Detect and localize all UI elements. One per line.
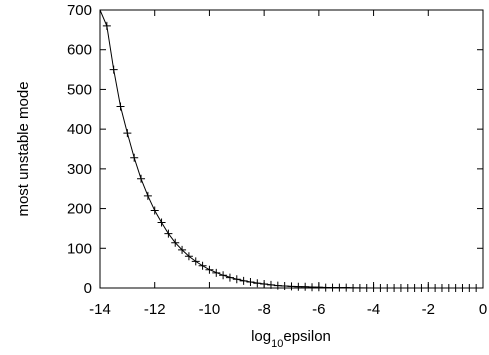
data-point-marker [232,275,241,284]
data-point-marker [246,278,255,287]
x-tick-label: -12 [144,301,166,318]
data-point-marker [362,284,371,292]
data-point-marker [109,65,118,74]
series-markers [102,21,481,292]
data-point-marker [335,283,344,292]
data-point-marker [472,284,481,292]
data-point-marker [157,218,166,227]
data-point-marker [444,284,453,292]
x-tick-label: -6 [312,301,325,318]
y-tick-label: 700 [67,2,92,19]
data-point-marker [437,284,446,292]
x-tick-label: -2 [422,301,435,318]
y-tick-label: 300 [67,161,92,178]
data-point-marker [349,284,358,292]
axis-ticks [99,9,484,289]
data-point-marker [465,284,474,292]
y-tick-label: 500 [67,81,92,98]
data-point-marker [431,284,440,292]
data-point-marker [150,206,159,215]
data-point-marker [321,283,330,292]
data-point-marker [355,284,364,292]
y-tick-label: 400 [67,121,92,138]
data-point-marker [280,282,289,291]
data-point-marker [383,284,392,292]
data-point-marker [123,129,132,138]
data-point-marker [191,257,200,266]
data-point-marker [219,271,228,280]
x-tick-label: -14 [89,301,111,318]
x-axis-title: log10epsilon [251,328,331,350]
data-point-marker [260,280,269,289]
data-point-marker [137,174,146,183]
y-axis-title: most unstable mode [15,81,32,216]
data-point-marker [328,283,337,292]
data-point-marker [102,21,111,30]
data-point-marker [184,252,193,261]
data-point-marker [205,265,214,274]
data-point-marker [396,284,405,292]
x-tick-label: 0 [479,301,487,318]
data-point-marker [239,276,248,285]
data-point-marker [376,284,385,292]
data-point-marker [417,284,426,292]
axis-tick-labels: -14 -12 -10 -8 -6 -4 -2 0 0 100 200 300 400 500 600 700 [67,2,487,318]
data-point-marker [198,261,207,270]
data-point-marker [116,102,125,111]
data-point-marker [266,280,275,289]
y-tick-label: 100 [67,240,92,257]
data-point-marker [301,282,310,291]
y-tick-label: 200 [67,201,92,218]
data-point-marker [143,191,152,200]
data-point-marker [225,273,234,282]
data-point-marker [403,284,412,292]
data-point-marker [253,279,262,288]
plot-frame [99,9,484,289]
y-tick-label: 600 [67,42,92,59]
x-tick-label: -4 [367,301,380,318]
data-point-marker [342,283,351,292]
data-point-marker [171,238,180,247]
x-tick-label: -8 [257,301,270,318]
x-tick-label: -10 [199,301,221,318]
data-point-marker [390,284,399,292]
data-point-marker [273,281,282,290]
data-point-marker [369,284,378,292]
data-point-marker [458,284,467,292]
data-point-marker [308,283,317,292]
data-point-marker [410,284,419,292]
data-point-marker [164,229,173,238]
data-point-marker [178,245,187,254]
data-point-marker [130,153,139,162]
data-point-marker [287,282,296,291]
series-line [99,9,483,289]
y-tick-label: 0 [84,280,92,297]
data-point-marker [212,268,221,277]
data-point-marker [424,284,433,292]
data-point-marker [451,284,460,292]
data-point-marker [294,282,303,291]
data-point-marker [314,283,323,292]
